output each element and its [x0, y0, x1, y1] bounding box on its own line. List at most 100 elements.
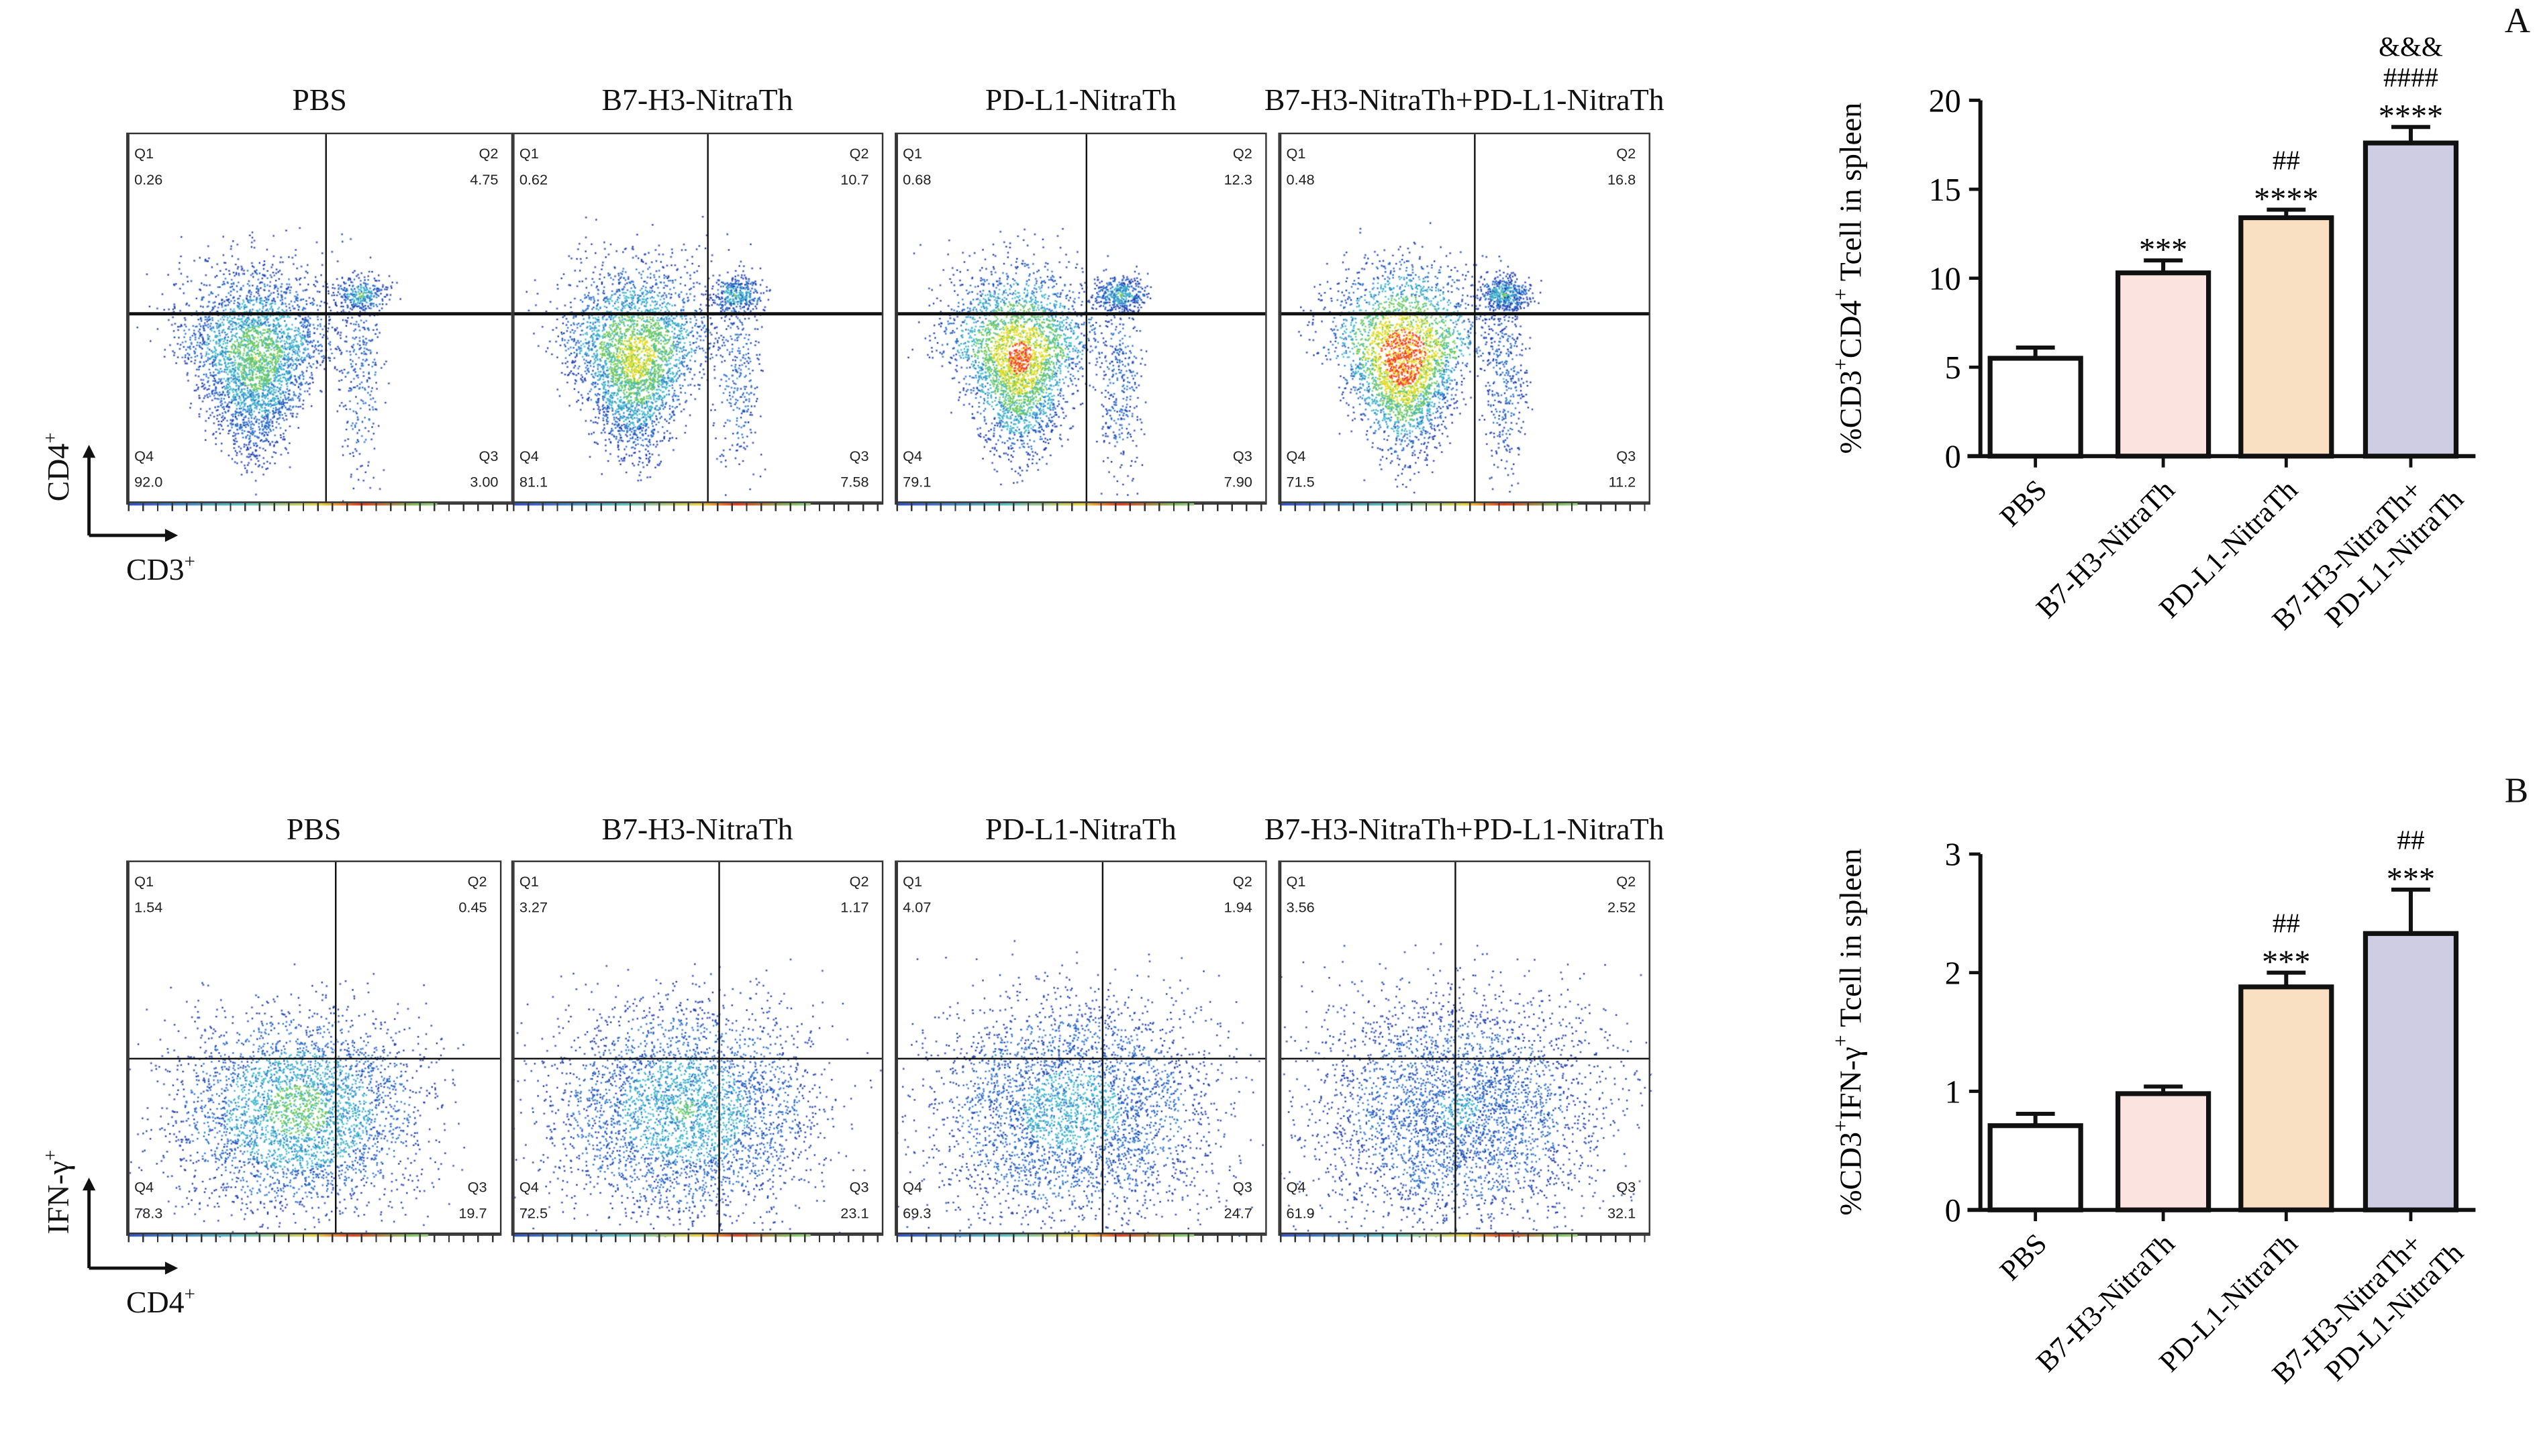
quadrant-q3-label: Q3: [849, 1179, 869, 1196]
quadrant-q1-label: Q1: [134, 873, 154, 890]
y-axis-label-part: %CD3: [1833, 370, 1867, 454]
panel-title: PBS: [286, 813, 342, 848]
quadrant-q2-label: Q2: [1232, 873, 1252, 890]
quadrant-q3-label: Q3: [1616, 1179, 1636, 1196]
bar-0: [1987, 1123, 2083, 1212]
y-tick-label: 5: [1945, 350, 1961, 386]
y-axis-ticks: [121, 134, 130, 503]
quadrant-q1-label: Q1: [903, 873, 923, 890]
bar-1: [2115, 270, 2211, 459]
quadrant-q4: 61.9: [1286, 1204, 1315, 1222]
quadrant-gate-vertical: [334, 862, 336, 1235]
y-axis-label-part: Tcell in spleen: [1833, 103, 1867, 289]
y-tick-label: 15: [1929, 172, 1961, 208]
y-tick-label: 0: [1945, 1193, 1961, 1229]
quadrant-q3-label: Q3: [467, 1179, 487, 1196]
bar-0: [1987, 356, 2083, 459]
quadrant-q1-label: Q1: [134, 145, 154, 162]
quadrant-q3-label: Q3: [479, 448, 499, 464]
quadrant-gate-horizontal: [128, 1057, 500, 1059]
quadrant-q1-label: Q1: [1286, 873, 1306, 890]
bar-2: [2238, 984, 2334, 1212]
quadrant-q4: 81.1: [519, 474, 548, 490]
quadrant-gate-horizontal: [513, 1057, 882, 1059]
quadrant-q1: 0.68: [903, 171, 932, 188]
y-tick-label: 2: [1945, 956, 1961, 992]
flow-plot: Q1 3.56 Q2 2.52 Q4 61.9 Q3 32.1: [1278, 860, 1652, 1243]
panel-letter-b: B: [2504, 770, 2529, 811]
quadrant-q2: 1.94: [1224, 899, 1252, 916]
significance-marker: ##: [2273, 907, 2300, 938]
superscript-plus: +: [184, 550, 195, 573]
flow-plot: Q1 4.07 Q2 1.94 Q4 69.3 Q3 24.7: [895, 860, 1268, 1243]
quadrant-q1: 0.62: [519, 171, 548, 188]
quadrant-gate-vertical: [706, 134, 708, 503]
panel-title: PD-L1-NitraTh: [985, 813, 1177, 848]
significance-marker: &&&: [2379, 31, 2443, 62]
y-axis-ticks: [121, 862, 130, 1235]
quadrant-q1: 3.27: [519, 899, 548, 916]
axis-arrow-icon: [82, 1177, 179, 1275]
superscript-plus: +: [1829, 358, 1852, 370]
x-axis-label-text: CD4: [126, 1286, 185, 1320]
superscript-plus: +: [1829, 1120, 1852, 1132]
quadrant-q2-label: Q2: [849, 873, 869, 890]
flow-density-scatter: [128, 134, 515, 507]
quadrant-gate-vertical: [1454, 862, 1456, 1235]
y-tick-label: 1: [1945, 1074, 1961, 1110]
y-axis-ticks: [507, 862, 515, 1235]
superscript-plus: +: [184, 1282, 195, 1306]
quadrant-q4-label: Q4: [519, 1179, 539, 1196]
quadrant-q4-label: Q4: [903, 448, 923, 464]
y-tick-label: 3: [1945, 837, 1961, 873]
quadrant-q2: 1.17: [840, 899, 869, 916]
quadrant-q2-label: Q2: [1616, 873, 1636, 890]
x-tick-label-line: PBS: [1993, 474, 2053, 533]
panel-title: PBS: [292, 84, 347, 118]
quadrant-q2: 10.7: [840, 171, 869, 188]
x-axis-ticks: [513, 501, 882, 511]
x-axis-ticks: [1279, 501, 1649, 511]
flow-plot: Q1 0.48 Q2 16.8 Q4 71.5 Q3 11.2: [1278, 132, 1652, 511]
quadrant-q1: 3.56: [1286, 899, 1315, 916]
flow-plot: Q1 3.27 Q2 1.17 Q4 72.5 Q3 23.1: [511, 860, 885, 1243]
quadrant-q4-label: Q4: [1286, 1179, 1306, 1196]
quadrant-q3: 7.58: [840, 474, 869, 490]
quadrant-q2-label: Q2: [1232, 145, 1252, 162]
quadrant-q1: 4.07: [903, 899, 932, 916]
quadrant-q2-label: Q2: [849, 145, 869, 162]
flow-density-scatter: [128, 862, 503, 1238]
x-axis-ticks: [896, 501, 1266, 511]
quadrant-q4-label: Q4: [903, 1179, 923, 1196]
significance-marker: ##: [2397, 825, 2424, 855]
x-axis-ticks: [1279, 1232, 1649, 1243]
quadrant-q2-label: Q2: [479, 145, 499, 162]
y-axis-ticks: [1273, 134, 1282, 503]
x-axis-ticks: [896, 1232, 1266, 1243]
quadrant-q2: 16.8: [1607, 171, 1636, 188]
quadrant-q4: 71.5: [1286, 474, 1315, 490]
y-axis-label-part: Tcell in spleen: [1833, 848, 1867, 1035]
y-axis-ticks: [507, 134, 515, 503]
panel-title: B7-H3-NitraTh+PD-L1-NitraTh: [1264, 813, 1664, 848]
y-axis-ticks: [890, 134, 898, 503]
quadrant-q1-label: Q1: [519, 145, 539, 162]
x-axis-ticks: [513, 1232, 882, 1243]
quadrant-q2: 2.52: [1607, 899, 1636, 916]
quadrant-q1-label: Q1: [1286, 145, 1306, 162]
quadrant-q1: 0.26: [134, 171, 163, 188]
x-tick-label: PBS: [1993, 474, 2053, 533]
axis-arrows: [81, 444, 179, 542]
panel-letter-a: A: [2504, 0, 2531, 41]
quadrant-q2-label: Q2: [1616, 145, 1636, 162]
y-axis-label-part: %CD3: [1833, 1132, 1867, 1216]
quadrant-q3-label: Q3: [1616, 448, 1636, 464]
y-axis-label: %CD3+CD4+ Tcell in spleen: [1829, 103, 1867, 454]
quadrant-gate-horizontal: [1279, 313, 1649, 317]
quadrant-q4-label: Q4: [519, 448, 539, 464]
quadrant-gate-horizontal: [1279, 1057, 1649, 1059]
flow-density-scatter: [896, 862, 1268, 1238]
superscript-plus: +: [1829, 1035, 1852, 1047]
quadrant-gate-vertical: [717, 862, 719, 1235]
